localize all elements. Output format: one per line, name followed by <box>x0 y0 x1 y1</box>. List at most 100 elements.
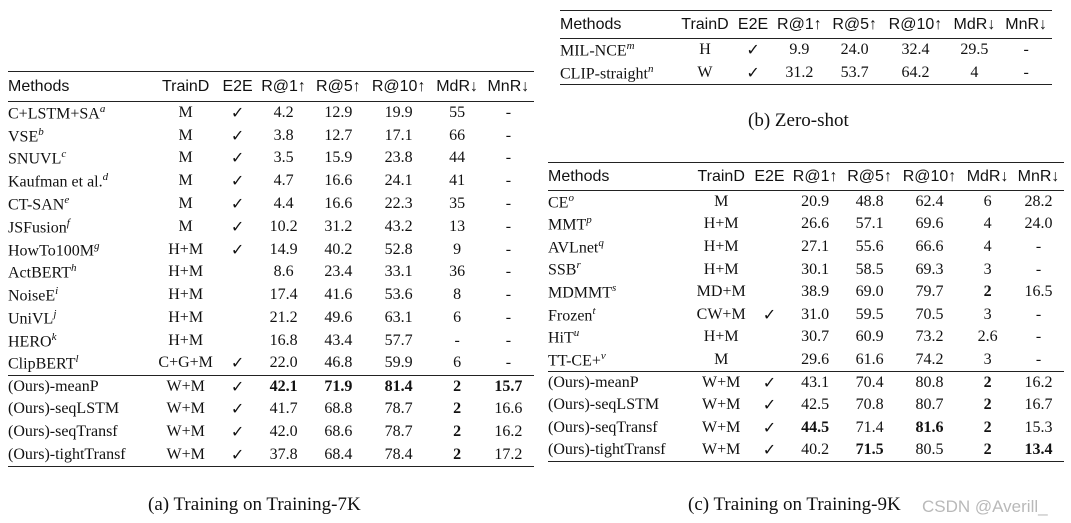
e2e-cell: ✓ <box>746 64 760 82</box>
r5-cell: 68.6 <box>324 423 353 441</box>
r10-cell: 78.7 <box>384 423 413 441</box>
table-row: (Ours)-seqTransf W+M ✓ 42.0 68.6 78.7 2 16.2 <box>8 421 534 444</box>
method-cell: SNUVLc <box>8 147 152 170</box>
method-cell: (Ours)-seqLSTM <box>548 394 691 417</box>
r1-cell: 41.7 <box>269 400 298 418</box>
e2e-cell: ✓ <box>219 374 257 398</box>
traind-cell: W+M <box>702 441 741 459</box>
table-row: ActBERTh H+M 8.6 23.4 33.1 36 - <box>8 261 534 284</box>
r5-cell: 43.4 <box>324 331 353 349</box>
e2e-cell: ✓ <box>230 241 245 259</box>
citation-superscript: d <box>102 171 109 184</box>
r5-cell: 70.8 <box>855 396 884 414</box>
traind-cell: H+M <box>703 215 739 233</box>
r10-cell: 24.1 <box>384 172 413 190</box>
mdr-cell: 3 <box>983 260 992 278</box>
r5-cell: 60.9 <box>855 328 884 346</box>
citation-superscript: g <box>94 239 100 252</box>
e2e-cell <box>751 349 788 372</box>
mnr-cell: 16.2 <box>494 423 523 441</box>
e2e-cell: ✓ <box>762 419 777 437</box>
traind-cell: W <box>697 63 713 81</box>
mnr-cell: - <box>1023 41 1029 59</box>
table-row: MDMMTs MD+M 38.9 69.0 79.7 2 16.5 <box>548 281 1064 304</box>
citation-superscript: q <box>598 236 604 249</box>
r1-cell: 20.9 <box>801 193 830 211</box>
r5-cell: 23.4 <box>324 263 353 281</box>
mnr-cell: 13.4 <box>1024 441 1053 459</box>
r10-cell: 80.7 <box>915 396 944 414</box>
header-e2e: E2E <box>737 15 769 33</box>
method-name: HiT <box>548 329 574 347</box>
citation-superscript: h <box>71 262 77 275</box>
traind-cell: M <box>178 217 193 235</box>
method-name: (Ours)-seqTransf <box>548 418 658 436</box>
mnr-cell: - <box>1023 63 1029 81</box>
r5-cell: 58.5 <box>855 260 884 278</box>
method-name: MMT <box>548 216 587 234</box>
r1-cell: 40.2 <box>801 441 830 459</box>
traind-cell: CW+M <box>696 305 746 323</box>
header-e2e: E2E <box>222 77 253 95</box>
e2e-cell: ✓ <box>230 446 245 464</box>
method-cell: ActBERTh <box>8 261 152 284</box>
mdr-cell: 2 <box>453 445 462 463</box>
method-cell: CEo <box>548 191 691 214</box>
header-mnr: MnR↓ <box>1005 15 1048 33</box>
e2e-cell <box>751 258 788 281</box>
citation-superscript: m <box>626 40 635 53</box>
r5-cell: 48.8 <box>855 193 884 211</box>
r1-cell: 8.6 <box>273 263 294 281</box>
method-name: (Ours)-meanP <box>548 373 639 391</box>
r10-cell: 23.8 <box>384 149 413 167</box>
r10-cell: 63.1 <box>384 309 413 327</box>
mdr-cell: 66 <box>449 126 466 144</box>
method-name: Kaufman et al. <box>8 173 103 191</box>
traind-cell: M <box>714 350 729 368</box>
r1-cell: 31.2 <box>785 63 814 81</box>
table-row: CEo M 20.9 48.8 62.4 6 28.2 <box>548 191 1064 214</box>
r1-cell: 4.2 <box>273 104 294 122</box>
table-row: Kaufman et al.d M ✓ 4.7 16.6 24.1 41 - <box>8 170 534 193</box>
traind-cell: C+G+M <box>158 354 213 372</box>
e2e-cell: ✓ <box>751 370 788 394</box>
method-cell: (Ours)-meanP <box>548 370 692 394</box>
traind-cell: W+M <box>166 400 205 418</box>
mdr-cell: 2 <box>962 370 1014 394</box>
traind-cell: MD+M <box>696 283 746 301</box>
citation-superscript: n <box>648 62 654 75</box>
mnr-cell: - <box>1035 350 1042 368</box>
e2e-cell <box>219 307 256 330</box>
traind-cell: W+M <box>166 445 205 463</box>
method-name: Frozen <box>548 306 593 324</box>
mnr-cell: - <box>1035 328 1042 346</box>
header-r-5: R@5↑ <box>832 15 878 33</box>
r10-cell: 19.9 <box>384 104 413 122</box>
header-e2e: E2E <box>754 167 785 185</box>
method-cell: UniVLj <box>8 307 152 330</box>
method-name: ActBERT <box>8 264 72 282</box>
header-r-10: R@10↑ <box>888 15 943 33</box>
citation-superscript: u <box>573 327 580 340</box>
header-r-1: R@1↑ <box>261 77 306 95</box>
traind-cell: M <box>178 126 193 144</box>
r1-cell: 9.9 <box>789 41 810 59</box>
traind-cell: M <box>178 172 193 190</box>
header-r-5: R@5↑ <box>316 77 361 95</box>
r10-cell: 69.3 <box>915 260 944 278</box>
table-row: SSBr H+M 30.1 58.5 69.3 3 - <box>548 258 1064 281</box>
citation-superscript: s <box>612 282 617 294</box>
mdr-cell: 6 <box>453 354 462 372</box>
r1-cell: 17.4 <box>269 286 298 304</box>
mnr-cell: 16.6 <box>494 400 523 418</box>
mdr-cell: 6 <box>983 193 992 211</box>
e2e-cell <box>219 284 256 307</box>
method-name: (Ours)-meanP <box>8 377 99 395</box>
mdr-cell: 2 <box>453 423 462 441</box>
header-traind: TrainD <box>681 15 729 33</box>
r10-cell: 81.6 <box>915 418 944 436</box>
method-cell: (Ours)-seqLSTM <box>8 398 152 421</box>
table-c-body: CEo M 20.9 48.8 62.4 6 28.2 MMTp H+M 26.6 57.1 69.6… <box>548 191 1064 462</box>
r1-cell: 21.2 <box>269 309 298 327</box>
method-cell: (Ours)-meanP <box>8 374 153 398</box>
